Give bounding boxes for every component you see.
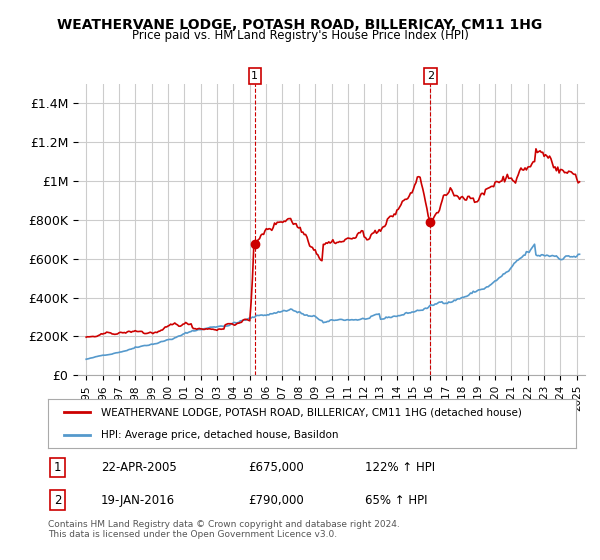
Text: 65% ↑ HPI: 65% ↑ HPI [365, 494, 427, 507]
Text: Contains HM Land Registry data © Crown copyright and database right 2024.
This d: Contains HM Land Registry data © Crown c… [48, 520, 400, 539]
Text: Price paid vs. HM Land Registry's House Price Index (HPI): Price paid vs. HM Land Registry's House … [131, 29, 469, 42]
Text: WEATHERVANE LODGE, POTASH ROAD, BILLERICAY, CM11 1HG: WEATHERVANE LODGE, POTASH ROAD, BILLERIC… [58, 18, 542, 32]
Text: 19-JAN-2016: 19-JAN-2016 [101, 494, 175, 507]
Text: £675,000: £675,000 [248, 461, 304, 474]
Text: 2: 2 [54, 494, 61, 507]
Text: £790,000: £790,000 [248, 494, 304, 507]
Text: 1: 1 [251, 71, 258, 81]
Text: 1: 1 [54, 461, 61, 474]
Text: HPI: Average price, detached house, Basildon: HPI: Average price, detached house, Basi… [101, 430, 338, 440]
Text: 22-APR-2005: 22-APR-2005 [101, 461, 176, 474]
Text: 2: 2 [427, 71, 434, 81]
Text: WEATHERVANE LODGE, POTASH ROAD, BILLERICAY, CM11 1HG (detached house): WEATHERVANE LODGE, POTASH ROAD, BILLERIC… [101, 407, 521, 417]
Text: 122% ↑ HPI: 122% ↑ HPI [365, 461, 435, 474]
